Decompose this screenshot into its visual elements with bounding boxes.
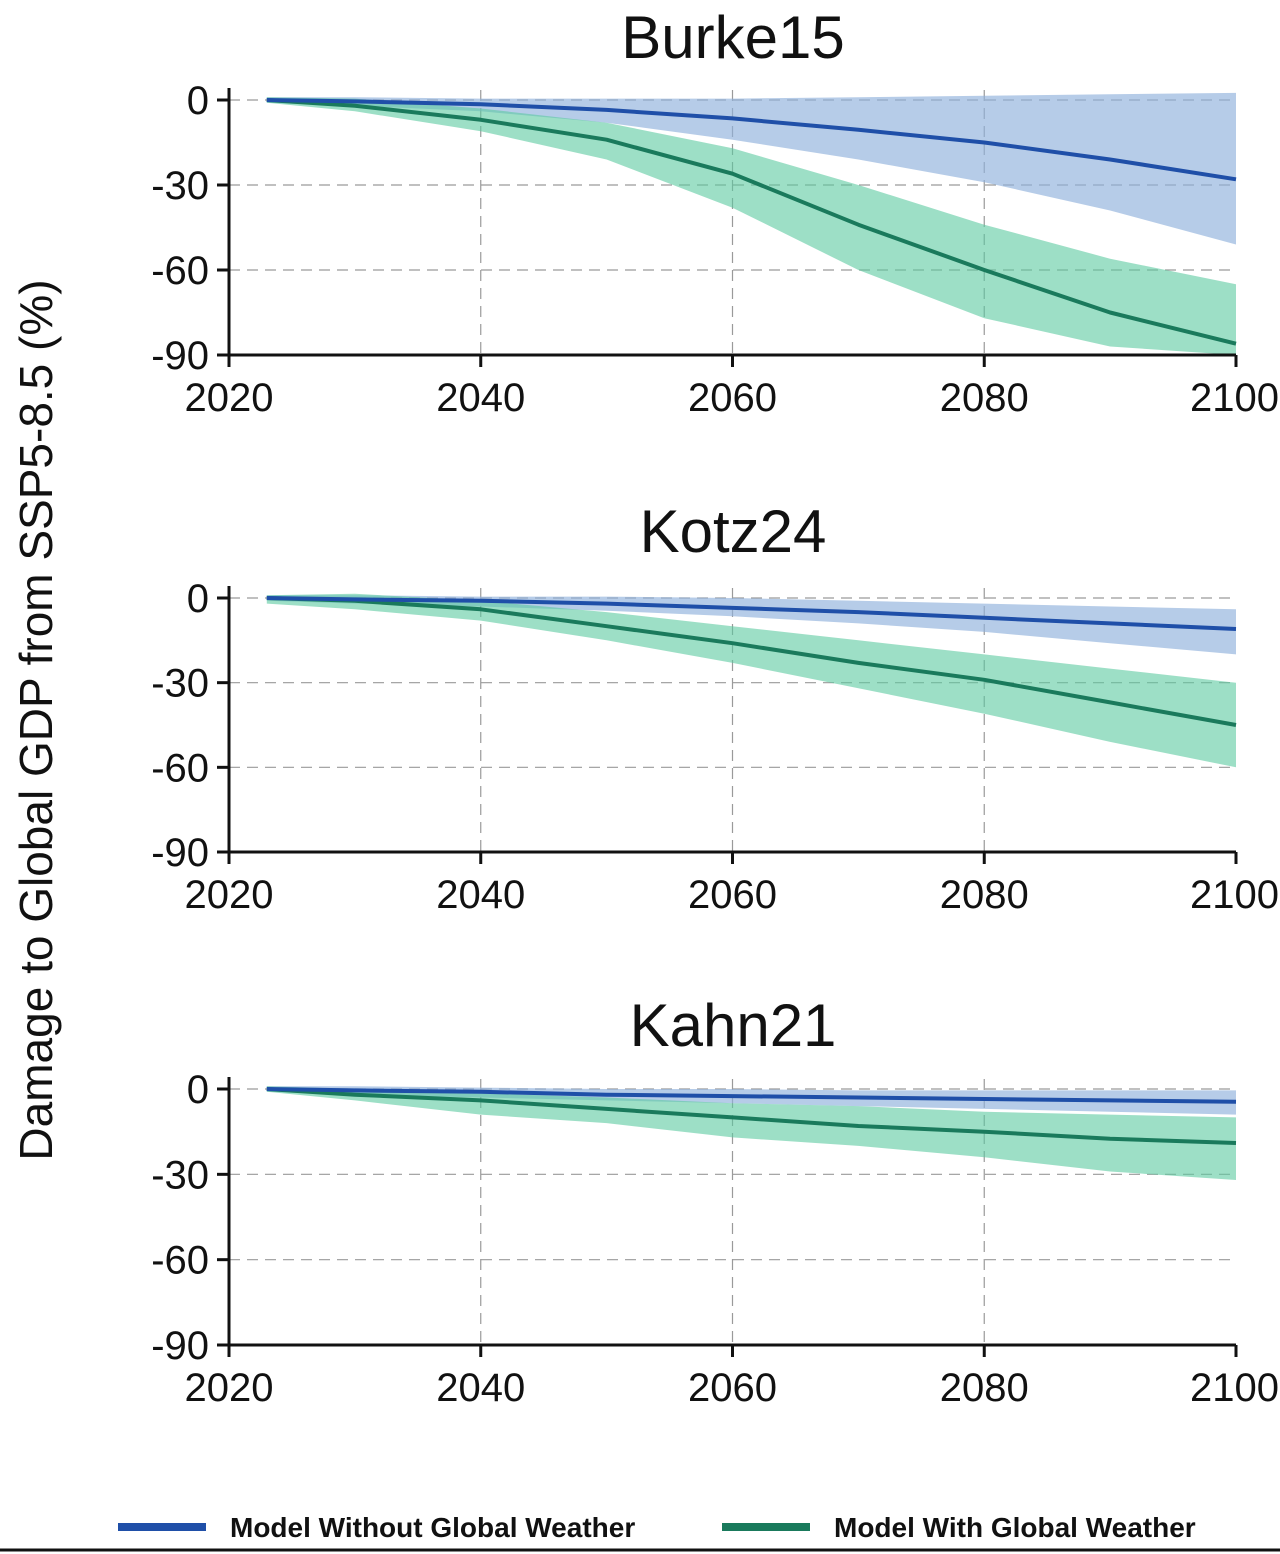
y-tick-label: -30 — [151, 662, 209, 706]
x-tick-label: 2100 — [1190, 376, 1279, 420]
y-tick-label: -60 — [151, 1239, 209, 1283]
y-tick-label: -30 — [151, 1153, 209, 1197]
confidence-band-with-global-weather — [266, 593, 1236, 768]
series-line-with-global-weather — [266, 1087, 1237, 1145]
x-tick-label: 2040 — [436, 1366, 525, 1410]
y-tick-label: 0 — [187, 79, 209, 123]
y-tick-label: -90 — [151, 1324, 209, 1368]
confidence-band-without-global-weather — [266, 595, 1236, 655]
x-tick-label: 2060 — [688, 873, 777, 917]
x-tick-label: 2080 — [940, 376, 1029, 420]
series-line-without-global-weather — [266, 1087, 1237, 1104]
x-tick-label: 2100 — [1190, 873, 1279, 917]
y-tick-label: -90 — [151, 334, 209, 378]
y-tick-label: -90 — [151, 831, 209, 875]
series-line-with-global-weather — [266, 596, 1237, 727]
y-tick-label: 0 — [187, 577, 209, 621]
legend: Model Without Global Weather Model With … — [118, 1512, 1196, 1543]
legend-label-with-global-weather: Model With Global Weather — [834, 1512, 1196, 1543]
x-tick-label: 2080 — [940, 873, 1029, 917]
y-tick-label: -30 — [151, 164, 209, 208]
y-tick-label: -60 — [151, 746, 209, 790]
x-tick-label: 2020 — [185, 376, 274, 420]
series-line-without-global-weather — [266, 98, 1237, 182]
y-axis-label: Damage to Global GDP from SSP5-8.5 (%) — [10, 279, 62, 1160]
confidence-band-without-global-weather — [266, 92, 1236, 245]
series-line-with-global-weather — [266, 98, 1237, 346]
confidence-band-with-global-weather — [266, 1086, 1236, 1180]
chart-title: Burke15 — [621, 4, 844, 71]
x-tick-label: 2020 — [185, 1366, 274, 1410]
x-tick-label: 2080 — [940, 1366, 1029, 1410]
chart-title: Kotz24 — [640, 498, 827, 565]
series-line-without-global-weather — [266, 596, 1237, 631]
chart-title: Kahn21 — [630, 992, 837, 1059]
x-tick-label: 2020 — [185, 873, 274, 917]
x-tick-label: 2060 — [688, 1366, 777, 1410]
y-tick-label: 0 — [187, 1068, 209, 1112]
x-tick-label: 2060 — [688, 376, 777, 420]
x-tick-label: 2100 — [1190, 1366, 1279, 1410]
y-tick-label: -60 — [151, 249, 209, 293]
x-tick-label: 2040 — [436, 376, 525, 420]
confidence-band-with-global-weather — [266, 97, 1236, 355]
legend-label-without-global-weather: Model Without Global Weather — [230, 1512, 635, 1543]
x-tick-label: 2040 — [436, 873, 525, 917]
